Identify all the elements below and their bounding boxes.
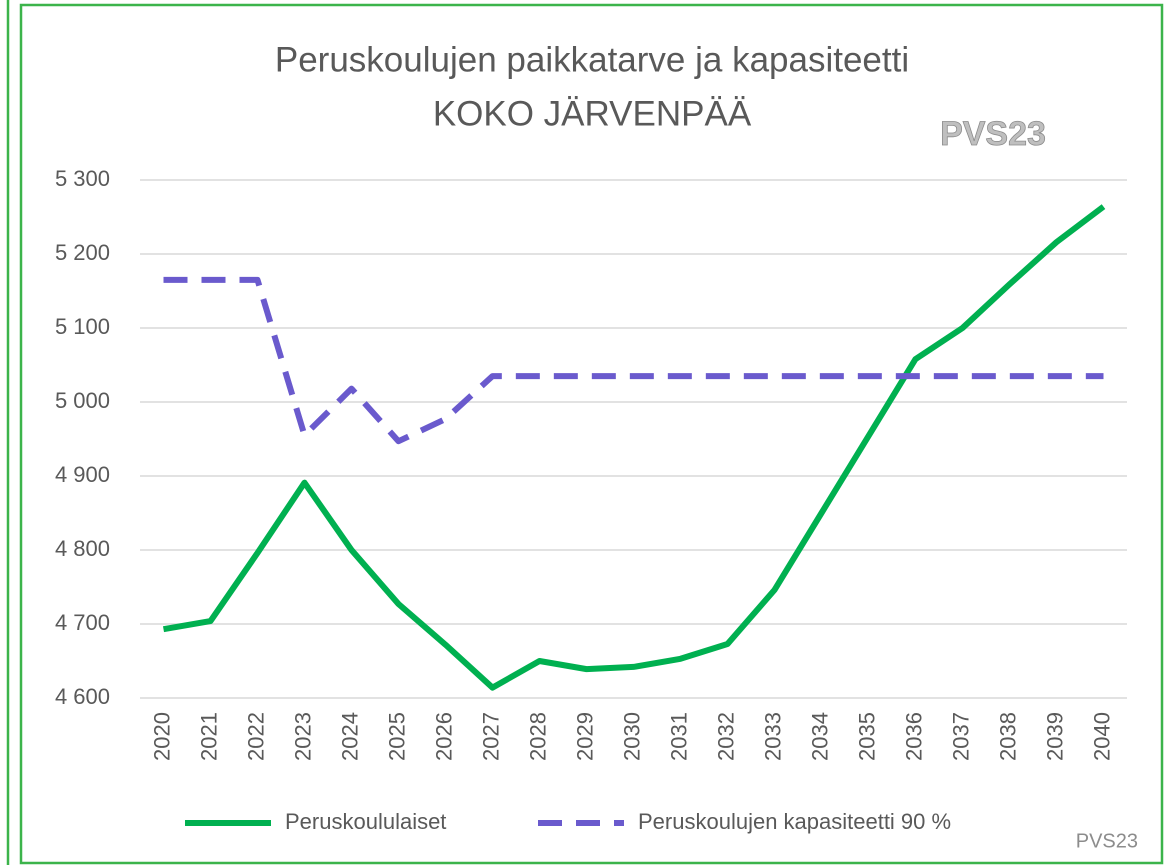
legend-label: Peruskoululaiset [285, 809, 446, 834]
x-tick-label: 2039 [1042, 712, 1067, 761]
chart-frame [19, 3, 1164, 865]
x-tick-label: 2024 [337, 712, 362, 761]
x-tick-label: 2020 [149, 712, 174, 761]
y-tick-label: 5 200 [55, 240, 110, 265]
legend-label: Peruskoulujen kapasiteetti 90 % [638, 809, 951, 834]
x-tick-label: 2023 [290, 712, 315, 761]
x-tick-label: 2036 [901, 712, 926, 761]
y-tick-label: 4 800 [55, 536, 110, 561]
x-tick-label: 2029 [572, 712, 597, 761]
x-tick-label: 2038 [995, 712, 1020, 761]
y-tick-label: 4 900 [55, 462, 110, 487]
y-tick-label: 4 600 [55, 684, 110, 709]
y-tick-label: 5 000 [55, 388, 110, 413]
series-line [162, 204, 1106, 691]
y-tick-label: 4 700 [55, 610, 110, 635]
footer-mark: PVS23 [1076, 830, 1138, 852]
x-tick-label: 2035 [854, 712, 879, 761]
chart-subtitle: KOKO JÄRVENPÄÄ [433, 94, 752, 133]
x-tick-label: 2031 [666, 712, 691, 761]
x-tick-label: 2030 [619, 712, 644, 761]
x-tick-label: 2022 [243, 712, 268, 761]
y-tick-label: 5 300 [55, 166, 110, 191]
x-tick-label: 2037 [948, 712, 973, 761]
x-tick-label: 2033 [760, 712, 785, 761]
series-line [163, 276, 1104, 445]
x-tick-label: 2021 [196, 712, 221, 761]
x-tick-label: 2025 [384, 712, 409, 761]
x-tick-label: 2026 [431, 712, 456, 761]
x-tick-label: 2028 [525, 712, 550, 761]
x-tick-label: 2034 [807, 712, 832, 761]
chart-title: Peruskoulujen paikkatarve ja kapasiteett… [275, 40, 909, 79]
x-tick-label: 2032 [713, 712, 738, 761]
y-tick-label: 5 100 [55, 314, 110, 339]
watermark: PVS23 [940, 115, 1046, 153]
x-tick-label: 2040 [1089, 712, 1114, 761]
x-tick-label: 2027 [478, 712, 503, 761]
